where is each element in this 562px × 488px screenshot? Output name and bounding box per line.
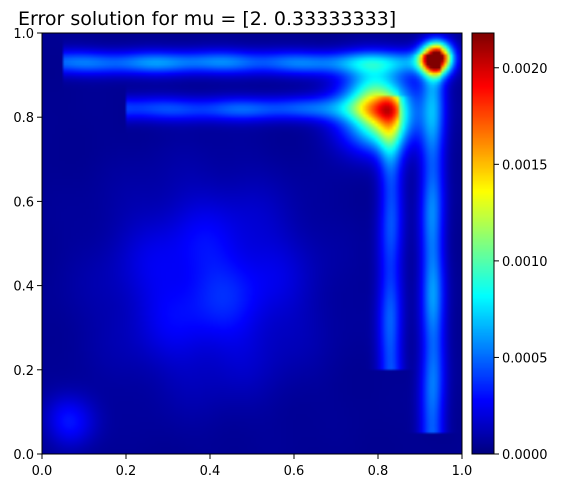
x-tick-label: 0.6 xyxy=(284,464,305,479)
x-tick-label: 1.0 xyxy=(452,464,473,479)
colorbar: 0.0000 0.0005 0.0010 0.0015 0.0020 xyxy=(471,32,548,463)
y-axis: 0.0 0.2 0.4 0.6 0.8 1.0 xyxy=(13,27,42,463)
y-tick-label: 0.6 xyxy=(13,195,34,210)
y-tick-label: 0.8 xyxy=(13,111,34,126)
x-tick-label: 0.4 xyxy=(200,464,221,479)
heatmap-image xyxy=(42,33,462,454)
colorbar-axis: 0.0000 0.0005 0.0010 0.0015 0.0020 xyxy=(494,62,548,463)
colorbar-gradient xyxy=(472,33,494,454)
y-tick-label: 0.2 xyxy=(13,364,34,379)
x-tick-label: 0.8 xyxy=(368,464,389,479)
colorbar-tick-label: 0.0010 xyxy=(502,255,548,270)
colorbar-tick-label: 0.0020 xyxy=(502,62,548,77)
plot-frame xyxy=(41,32,463,455)
colorbar-frame xyxy=(471,32,495,455)
y-tick-label: 0.0 xyxy=(13,448,34,463)
heatmap-plot-area xyxy=(41,32,463,455)
x-axis: 0.0 0.2 0.4 0.6 0.8 1.0 xyxy=(32,454,473,479)
chart-title: Error solution for mu = [2. 0.33333333] xyxy=(18,8,396,30)
colorbar-tick-label: 0.0000 xyxy=(502,448,548,463)
colorbar-tick-label: 0.0005 xyxy=(502,351,548,366)
x-tick-label: 0.2 xyxy=(116,464,137,479)
colorbar-tick-label: 0.0015 xyxy=(502,158,548,173)
y-tick-label: 0.4 xyxy=(13,280,34,295)
y-tick-label: 1.0 xyxy=(13,27,34,42)
x-tick-label: 0.0 xyxy=(32,464,53,479)
